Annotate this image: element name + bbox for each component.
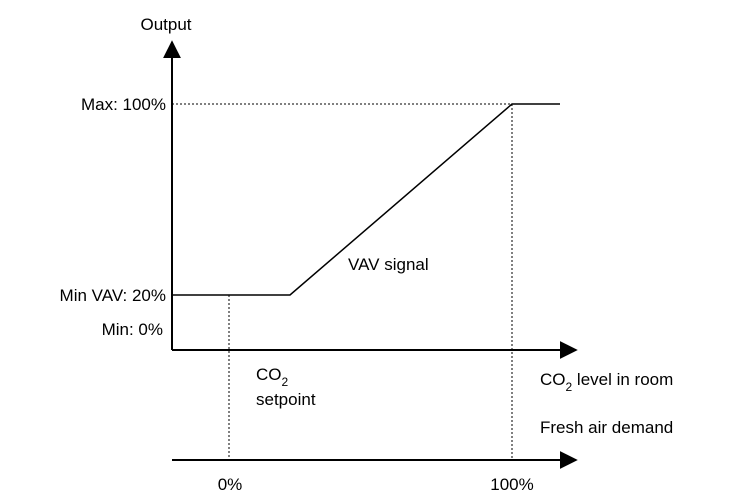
level-label: Min: 0%: [102, 320, 163, 339]
vav-curve: [172, 103, 560, 296]
setpoint-label: CO2: [256, 365, 289, 389]
tick-label: 100%: [490, 475, 533, 494]
setpoint-label: setpoint: [256, 390, 316, 409]
tick-label: 0%: [218, 475, 243, 494]
x-axis-label: CO2 level in room: [540, 370, 673, 394]
level-label: Max: 100%: [81, 95, 166, 114]
curve-label: VAV signal: [348, 255, 429, 274]
level-label: Min VAV: 20%: [60, 286, 166, 305]
y-axis-label: Output: [140, 15, 191, 34]
second-axis-label: Fresh air demand: [540, 418, 673, 437]
